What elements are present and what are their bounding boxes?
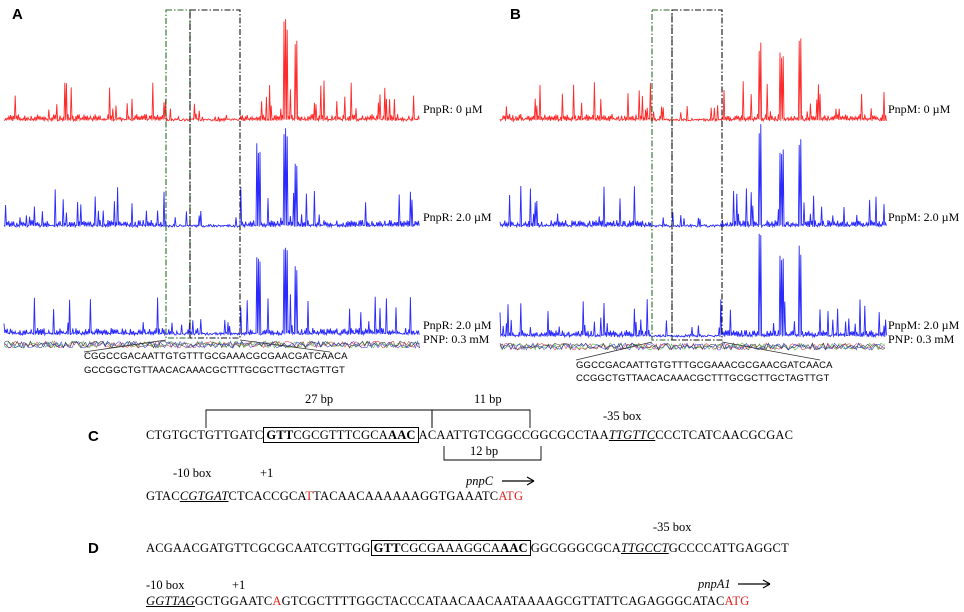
seq-segment: CGCGAAAGGCA xyxy=(400,541,501,555)
binding-site-box: GTTCGCGTTTCGCAAAC xyxy=(263,427,419,443)
seq-segment: TACAACAAAAAAGGTGAAATC xyxy=(313,489,499,503)
panel-a-base-trace-3 xyxy=(3,340,421,349)
panel-b-seq-top: GGCCGACAATTGTGTTTGCGAAACGCGAACGATCAACA xyxy=(576,360,833,371)
panel-a-seq-top-protected: CGGCCGACAATT xyxy=(84,351,166,362)
bracket-12bp xyxy=(443,446,542,461)
panel-a-seq-bottom-rest: CACAAACGCTTTGCGCTTGCTAGTTGT xyxy=(165,365,345,376)
panel-a-seq-bottom: GCCGGCTGTTAACACAAACGCTTTGCGCTTGCTAGTTGT xyxy=(84,365,345,376)
panel-b-connector-left xyxy=(575,341,653,361)
panel-a-seq-top: CGGCCGACAATTGTGTTTGCGAAACGCGAACGATCAACA xyxy=(84,351,348,362)
seq-segment: GCTGGAATC xyxy=(194,594,273,608)
panel-b-trace3-label: PnpM: 2.0 µM xyxy=(888,318,960,332)
panel-c-letter: C xyxy=(88,428,99,445)
panel-b-green-dash-box xyxy=(651,9,673,341)
panel-b-letter: B xyxy=(510,6,521,23)
panel-b-base-trace-3 xyxy=(499,342,886,351)
pnpc-gene-label: pnpC xyxy=(466,474,494,488)
seq-segment: GTAC xyxy=(146,489,180,503)
minus10-motif: CGTGAT xyxy=(179,489,229,503)
seq-motif-left: GTT xyxy=(266,428,294,442)
minus35-motif: TTGCCT xyxy=(620,541,669,555)
bracket-27bp-label: 27 bp xyxy=(305,392,334,406)
panel-a-letter: A xyxy=(12,6,23,23)
panel-d-seq-line2: GGTTAGGCTGGAATCAGTCGCTTTTGGCTACCCATAACAA… xyxy=(146,594,749,609)
bracket-11bp-label: 11 bp xyxy=(474,392,502,406)
panel-b-seq-top-rest: GTGTTTGCGAAACGCGAACGATCAACA xyxy=(650,360,833,371)
panel-a-trace-0uM xyxy=(3,19,420,123)
panel-d-tss-label: +1 xyxy=(232,578,246,592)
panel-a-trace-protein-pnp xyxy=(3,247,420,337)
tss-base: A xyxy=(272,594,282,608)
seq-motif-left: GTT xyxy=(373,541,401,555)
panel-c-tss-label: +1 xyxy=(260,466,274,480)
seq-segment: GGCGGGCGCA xyxy=(530,541,621,555)
seq-segment: CCCTCATCAACGCGAC xyxy=(655,428,794,442)
bracket-27bp xyxy=(205,409,433,428)
panel-a-trace-protein xyxy=(3,128,420,229)
panel-b-seq-bottom: CCGGCTGTTAACACAAACGCTTTGCGCTTGCTAGTTGT xyxy=(576,373,829,384)
panel-d-letter: D xyxy=(88,540,99,557)
panel-a-connector-right xyxy=(239,339,331,353)
panel-a-trace3-label2: PNP: 0.3 mM xyxy=(423,332,490,346)
panel-a-seq-top-rest: GTGTTTGCGAAACGCGAACGATCAACA xyxy=(165,351,348,362)
panel-c-seq-line2: GTACCGTGATCTCACCGCATTACAACAAAAAAGGTGAAAT… xyxy=(146,489,523,504)
bracket-12bp-label: 12 bp xyxy=(470,444,499,458)
seq-segment: CTCACCGCA xyxy=(228,489,306,503)
panel-b-black-dash-box xyxy=(671,9,723,341)
panel-c-seq-line1: CTGTGCTGTTGATC GTTCGCGTTTCGCAAAC ACAATTGTC… xyxy=(146,427,794,443)
seq-motif-right: AAC xyxy=(500,541,528,555)
panel-a-green-dash-box xyxy=(165,9,191,339)
panel-b-trace3-label2: PNP: 0.3 mM xyxy=(888,332,955,346)
bracket-11bp xyxy=(431,409,531,428)
panel-d-35box-label: -35 box xyxy=(653,520,692,534)
seq-segment: GTCGCTTTTGGCTACCCATAACAACAATAAAAGCGTTATT… xyxy=(281,594,725,608)
seq-segment: CGCGTTTCGCA xyxy=(293,428,388,442)
panel-d-10box-label: -10 box xyxy=(146,578,185,592)
panel-b-seq-bottom-rest: CACAAACGCTTTGCGCTTGCTAGTTGT xyxy=(649,373,830,384)
panel-d-seq-line1: ACGAACGATGTTCGCGCAATCGTTGG GTTCGCGAAAGGCA… xyxy=(146,540,789,556)
panel-b-trace-0uM xyxy=(499,38,887,123)
tss-base: T xyxy=(305,489,314,503)
panel-c-10box-label: -10 box xyxy=(173,466,212,480)
pnpc-arrow-head xyxy=(526,476,535,486)
panel-a-base-trace-1 xyxy=(3,340,420,349)
panel-a-trace3-label: PnpR: 2.0 µM xyxy=(423,318,492,332)
pnpa1-gene-label: pnpA1 xyxy=(698,577,731,591)
seq-segment: GCCCCATTGAGGCT xyxy=(668,541,789,555)
panel-a-black-dash-box xyxy=(189,9,241,339)
minus10-motif: GGTTAG xyxy=(146,594,195,608)
seq-segment: CTGTGCTGTTGATC xyxy=(146,428,264,442)
start-codon: ATG xyxy=(724,594,750,608)
panel-b-trace-protein-pnp xyxy=(499,233,887,339)
panel-b-seq-top-protected: GGCCGACAATT xyxy=(576,360,651,371)
panel-b-seq-bottom-protected: CCGGCTGTTAA xyxy=(576,373,650,384)
seq-segment: ACGAACGATGTTCGCGCAATCGTTGG xyxy=(146,541,371,555)
panel-a-trace1-label: PnpR: 0 µM xyxy=(423,102,483,116)
start-codon: ATG xyxy=(498,489,524,503)
binding-site-box: GTTCGCGAAAGGCAAAC xyxy=(370,540,531,556)
pnpa1-arrow-head xyxy=(762,579,771,589)
panel-b-connector-right xyxy=(721,341,821,361)
panel-c-35box-label: -35 box xyxy=(603,409,642,423)
panel-a-seq-bottom-protected: GCCGGCTGTTAA xyxy=(84,365,166,376)
panel-b-trace2-label: PnpM: 2.0 µM xyxy=(888,210,960,224)
panel-b-trace1-label: PnpM: 0 µM xyxy=(888,102,951,116)
panel-b-trace-protein xyxy=(499,124,887,229)
minus35-motif: TTGTTC xyxy=(608,428,656,442)
panel-a-trace2-label: PnpR: 2.0 µM xyxy=(423,210,492,224)
seq-motif-right: AAC xyxy=(387,428,416,442)
seq-segment: ACAATTGTCGGCCGGCGCCTAA xyxy=(418,428,609,442)
panel-a-connector-left xyxy=(83,339,167,353)
